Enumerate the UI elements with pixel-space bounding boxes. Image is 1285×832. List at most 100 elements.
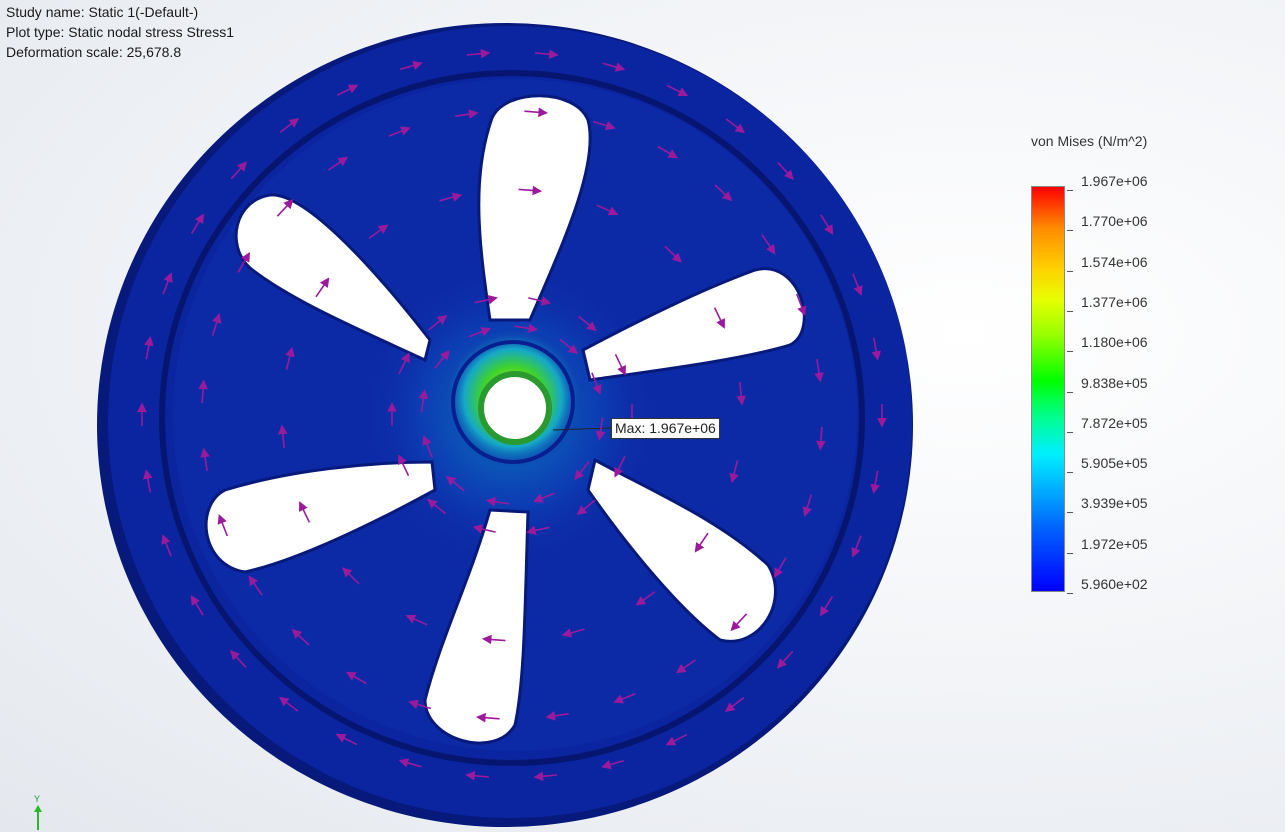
- load-arrow: [802, 494, 813, 517]
- cutout-lower-right: [586, 457, 777, 643]
- load-arrow: [422, 435, 433, 458]
- load-arrow: [336, 84, 359, 97]
- load-arrows: [137, 48, 887, 782]
- load-arrow: [161, 534, 172, 557]
- load-arrow: [592, 120, 616, 131]
- load-arrow: [335, 733, 358, 746]
- load-arrow: [399, 60, 423, 71]
- load-arrow: [724, 697, 745, 712]
- load-arrow: [518, 185, 543, 196]
- load-arrow: [162, 272, 173, 295]
- load-arrow: [474, 294, 498, 305]
- load-arrow: [198, 379, 208, 404]
- legend-tick: [1067, 431, 1073, 433]
- load-arrow: [476, 712, 500, 723]
- load-arrow: [852, 273, 863, 296]
- legend-tick: [1067, 310, 1073, 312]
- load-arrow: [524, 107, 548, 118]
- load-arrow: [725, 118, 746, 134]
- load-arrow: [596, 204, 619, 216]
- load-arrow: [819, 596, 834, 617]
- load-arrow: [279, 118, 300, 133]
- load-arrow: [278, 696, 299, 712]
- plot-type: Plot type: Static nodal stress Stress1: [6, 24, 234, 40]
- load-arrow: [814, 358, 824, 383]
- load-arrow: [591, 372, 602, 395]
- load-arrow: [635, 591, 656, 606]
- load-arrow: [368, 224, 389, 239]
- load-arrow: [398, 352, 410, 374]
- load-arrow: [533, 771, 558, 782]
- load-arrow: [665, 733, 688, 746]
- legend-label: 7.872e+05: [1081, 414, 1148, 431]
- load-arrow: [190, 213, 205, 234]
- load-arrow: [761, 234, 776, 255]
- load-arrow: [713, 307, 725, 329]
- load-arrow: [559, 338, 579, 355]
- legend-label: 5.960e+02: [1081, 576, 1148, 592]
- load-arrow: [200, 447, 210, 472]
- load-arrow: [285, 346, 295, 370]
- load-arrow: [851, 535, 862, 558]
- load-arrow: [144, 336, 154, 360]
- legend-label: 5.905e+05: [1081, 455, 1148, 472]
- legend-tick: [1067, 270, 1073, 272]
- spoke-cutouts: [204, 94, 806, 745]
- load-arrow: [526, 525, 550, 536]
- load-arrow: [773, 557, 787, 578]
- legend-label: 3.939e+05: [1081, 495, 1148, 512]
- load-arrow: [795, 293, 807, 316]
- load-arrow: [485, 496, 510, 507]
- cutout-top: [477, 94, 592, 322]
- max-stress-callout[interactable]: Max: 1.967e+06: [611, 418, 720, 439]
- load-arrow: [535, 49, 559, 60]
- axis-triad-icon: Y: [34, 794, 42, 830]
- study-name: Study name: Static 1(-Default-): [6, 4, 199, 20]
- load-arrow: [514, 323, 539, 334]
- load-arrow: [398, 758, 422, 768]
- wheel-part[interactable]: [97, 23, 913, 827]
- load-arrow: [342, 567, 360, 585]
- load-arrow: [143, 469, 153, 493]
- load-arrow: [816, 426, 826, 451]
- load-arrow: [408, 699, 432, 710]
- study-info: Study name: Static 1(-Default-) Plot typ…: [6, 2, 234, 62]
- load-arrow: [427, 498, 447, 515]
- wheel-rim-groove: [159, 70, 865, 766]
- legend-title: von Mises (N/m^2): [1031, 133, 1148, 149]
- load-arrow: [730, 613, 748, 632]
- load-arrow: [248, 575, 263, 596]
- legend-tick: [1067, 472, 1073, 474]
- load-arrow: [291, 628, 310, 646]
- legend-color-bar: [1031, 186, 1065, 592]
- load-arrow: [405, 614, 428, 626]
- load-arrow: [211, 313, 222, 336]
- legend-tick: [1067, 230, 1073, 232]
- legend-label: 1.967e+06: [1081, 173, 1148, 189]
- legend-tick: [1067, 552, 1073, 554]
- load-arrow: [418, 389, 429, 413]
- legend-label: 1.377e+06: [1081, 293, 1148, 310]
- load-arrow: [576, 499, 596, 515]
- load-arrow: [455, 109, 479, 119]
- hub-bore: [478, 371, 552, 445]
- load-arrow: [299, 501, 311, 523]
- load-arrow: [472, 524, 496, 534]
- load-arrow: [445, 475, 465, 492]
- load-arrow: [777, 162, 794, 180]
- load-arrow: [545, 711, 569, 721]
- load-arrow: [388, 126, 411, 137]
- cutout-lower-left: [204, 460, 437, 574]
- legend-label: 1.574e+06: [1081, 253, 1148, 270]
- legend-label: 1.770e+06: [1081, 213, 1148, 230]
- legend-tick: [1067, 391, 1073, 393]
- load-arrow: [577, 315, 597, 332]
- load-arrow: [714, 184, 733, 202]
- load-arrow: [345, 671, 367, 685]
- load-arrow: [657, 145, 679, 159]
- load-arrow: [278, 424, 288, 449]
- load-arrow: [614, 353, 626, 376]
- load-arrow: [190, 595, 204, 616]
- load-arrow: [694, 532, 709, 553]
